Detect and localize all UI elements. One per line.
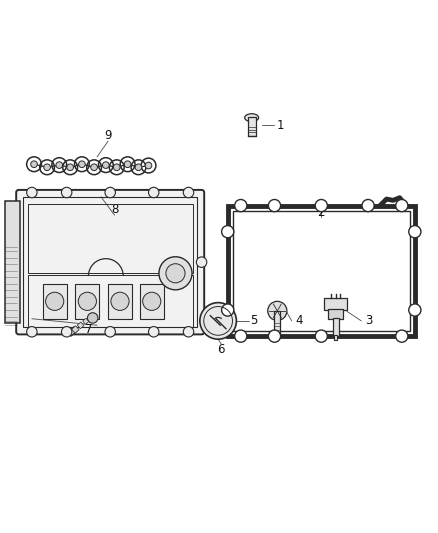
Text: 2: 2 [318, 206, 325, 219]
Circle shape [67, 164, 74, 171]
Circle shape [184, 187, 194, 198]
Circle shape [268, 301, 287, 320]
Circle shape [315, 199, 327, 212]
Circle shape [61, 327, 72, 337]
Circle shape [222, 304, 234, 316]
Bar [23, 197, 197, 327]
Bar [228, 206, 415, 336]
Circle shape [409, 304, 421, 316]
Circle shape [88, 313, 98, 323]
Bar [108, 284, 132, 319]
Circle shape [27, 187, 37, 198]
Text: 9: 9 [104, 130, 112, 142]
Bar [334, 335, 337, 340]
Circle shape [111, 292, 129, 310]
Bar [77, 322, 84, 329]
Circle shape [235, 199, 247, 212]
Text: 6: 6 [217, 343, 225, 356]
Text: 1: 1 [276, 118, 284, 132]
Circle shape [44, 164, 50, 171]
Bar [75, 284, 99, 319]
Bar [248, 117, 255, 136]
Polygon shape [67, 327, 78, 336]
Ellipse shape [245, 114, 258, 122]
Circle shape [396, 330, 408, 342]
Bar [88, 314, 94, 320]
Circle shape [396, 199, 408, 212]
Text: 4: 4 [296, 314, 303, 327]
Bar [233, 211, 410, 331]
Circle shape [105, 327, 116, 337]
Circle shape [148, 187, 159, 198]
Bar [324, 298, 347, 310]
Circle shape [31, 161, 37, 167]
Circle shape [113, 164, 120, 171]
Circle shape [268, 199, 281, 212]
Bar [140, 284, 164, 319]
Bar [28, 274, 193, 327]
Circle shape [196, 257, 207, 268]
Circle shape [61, 187, 72, 198]
Circle shape [409, 225, 421, 238]
Circle shape [166, 264, 185, 283]
Circle shape [143, 292, 161, 310]
Bar [328, 309, 343, 319]
Text: 5: 5 [250, 314, 258, 327]
Circle shape [91, 164, 97, 171]
Circle shape [200, 303, 237, 339]
Circle shape [362, 199, 374, 212]
Circle shape [27, 327, 37, 337]
Text: 8: 8 [111, 204, 118, 216]
Circle shape [145, 162, 152, 169]
Circle shape [56, 161, 63, 168]
Circle shape [135, 164, 142, 171]
Bar [83, 318, 89, 324]
Circle shape [148, 327, 159, 337]
FancyBboxPatch shape [16, 190, 204, 334]
Circle shape [124, 161, 131, 167]
Circle shape [78, 161, 85, 167]
Bar [332, 318, 339, 336]
Text: 3: 3 [365, 314, 373, 327]
Circle shape [268, 330, 281, 342]
Circle shape [184, 327, 194, 337]
Bar [72, 326, 79, 333]
Bar [28, 204, 193, 273]
Circle shape [46, 292, 64, 310]
Circle shape [78, 292, 96, 310]
Text: 7: 7 [85, 323, 92, 336]
Circle shape [235, 330, 247, 342]
Circle shape [105, 187, 116, 198]
Circle shape [315, 330, 327, 342]
Bar [274, 311, 280, 333]
Bar [5, 201, 20, 323]
Circle shape [222, 225, 234, 238]
Circle shape [102, 161, 109, 168]
Bar [43, 284, 67, 319]
Circle shape [159, 257, 192, 290]
